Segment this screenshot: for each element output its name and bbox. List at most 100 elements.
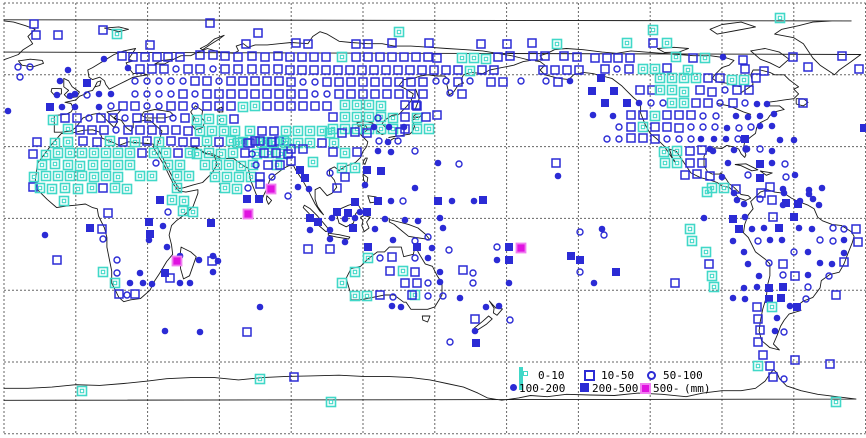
station-marker bbox=[164, 208, 172, 216]
station-marker bbox=[770, 110, 778, 118]
station-marker bbox=[790, 136, 798, 144]
station-marker bbox=[233, 171, 245, 183]
station-marker bbox=[52, 170, 64, 182]
station-marker bbox=[395, 127, 405, 137]
station-marker bbox=[252, 161, 260, 169]
station-marker bbox=[759, 66, 769, 76]
station-marker bbox=[62, 136, 74, 148]
station-marker bbox=[654, 72, 666, 84]
station-marker bbox=[299, 78, 307, 86]
station-marker bbox=[695, 85, 705, 95]
station-marker bbox=[254, 373, 266, 385]
station-marker bbox=[286, 144, 296, 154]
station-marker bbox=[155, 77, 163, 85]
station-marker bbox=[184, 147, 196, 159]
station-marker bbox=[370, 123, 378, 131]
station-marker bbox=[515, 242, 527, 254]
station-marker bbox=[612, 268, 620, 276]
station-marker bbox=[86, 224, 94, 232]
station-marker bbox=[482, 303, 490, 311]
station-marker bbox=[40, 149, 52, 161]
station-marker bbox=[626, 122, 636, 132]
station-marker bbox=[685, 146, 695, 156]
station-marker bbox=[412, 278, 422, 288]
station-marker bbox=[128, 52, 138, 62]
station-marker bbox=[411, 100, 421, 110]
station-marker bbox=[297, 52, 307, 62]
station-marker bbox=[362, 252, 374, 264]
station-marker bbox=[112, 126, 120, 134]
station-marker bbox=[493, 256, 501, 264]
station-marker bbox=[243, 138, 253, 148]
station-marker bbox=[328, 147, 338, 157]
legend-label-100-200: 100-200 bbox=[519, 382, 566, 395]
station-marker bbox=[650, 122, 660, 132]
station-marker bbox=[743, 145, 751, 153]
station-marker bbox=[369, 65, 379, 75]
station-marker bbox=[289, 372, 299, 382]
station-marker bbox=[729, 294, 737, 302]
station-marker bbox=[221, 171, 233, 183]
station-marker bbox=[381, 65, 391, 75]
station-marker bbox=[248, 150, 256, 158]
station-marker bbox=[445, 246, 453, 254]
station-marker bbox=[286, 156, 296, 166]
station-marker bbox=[250, 136, 260, 146]
station-marker bbox=[412, 101, 422, 111]
station-marker bbox=[49, 137, 61, 149]
station-marker bbox=[195, 64, 205, 74]
station-marker bbox=[309, 52, 319, 62]
station-marker bbox=[166, 101, 176, 111]
station-marker bbox=[145, 218, 153, 226]
station-marker bbox=[469, 269, 477, 277]
station-marker bbox=[782, 173, 790, 181]
station-marker bbox=[486, 77, 496, 87]
station-marker bbox=[321, 52, 331, 62]
station-marker bbox=[130, 289, 140, 299]
station-marker bbox=[387, 38, 397, 48]
station-marker bbox=[374, 114, 382, 122]
station-marker bbox=[286, 89, 296, 99]
station-marker bbox=[382, 77, 392, 87]
station-marker bbox=[418, 89, 428, 99]
station-marker bbox=[76, 147, 88, 159]
station-marker bbox=[321, 65, 331, 75]
legend-symbol-50-100 bbox=[647, 371, 656, 380]
station-marker bbox=[741, 213, 749, 221]
station-marker bbox=[345, 65, 355, 75]
station-marker bbox=[738, 55, 748, 65]
station-marker bbox=[476, 39, 486, 49]
station-marker bbox=[493, 52, 503, 62]
station-marker bbox=[171, 182, 183, 194]
station-marker bbox=[87, 159, 99, 171]
station-marker bbox=[384, 138, 392, 146]
station-marker bbox=[215, 148, 227, 160]
station-marker bbox=[199, 159, 211, 171]
station-marker bbox=[97, 266, 109, 278]
station-marker bbox=[363, 166, 371, 174]
station-marker bbox=[332, 183, 342, 193]
station-marker bbox=[259, 148, 269, 158]
station-marker bbox=[505, 243, 513, 251]
station-marker bbox=[155, 90, 163, 98]
station-marker bbox=[172, 65, 180, 73]
station-marker bbox=[771, 327, 779, 335]
station-marker bbox=[597, 74, 605, 82]
station-marker bbox=[294, 183, 302, 191]
station-marker bbox=[456, 294, 464, 302]
station-marker bbox=[26, 63, 34, 71]
station-marker bbox=[538, 65, 548, 75]
station-marker bbox=[202, 101, 212, 111]
station-marker bbox=[411, 52, 421, 62]
station-marker bbox=[703, 98, 713, 108]
station-marker bbox=[424, 38, 434, 48]
station-marker bbox=[753, 337, 763, 347]
station-marker bbox=[740, 284, 748, 292]
station-marker bbox=[283, 149, 293, 159]
station-marker bbox=[209, 171, 221, 183]
station-marker bbox=[781, 160, 789, 168]
station-marker bbox=[615, 135, 623, 143]
station-marker bbox=[131, 77, 139, 85]
station-marker bbox=[726, 74, 738, 86]
station-marker bbox=[671, 157, 683, 169]
